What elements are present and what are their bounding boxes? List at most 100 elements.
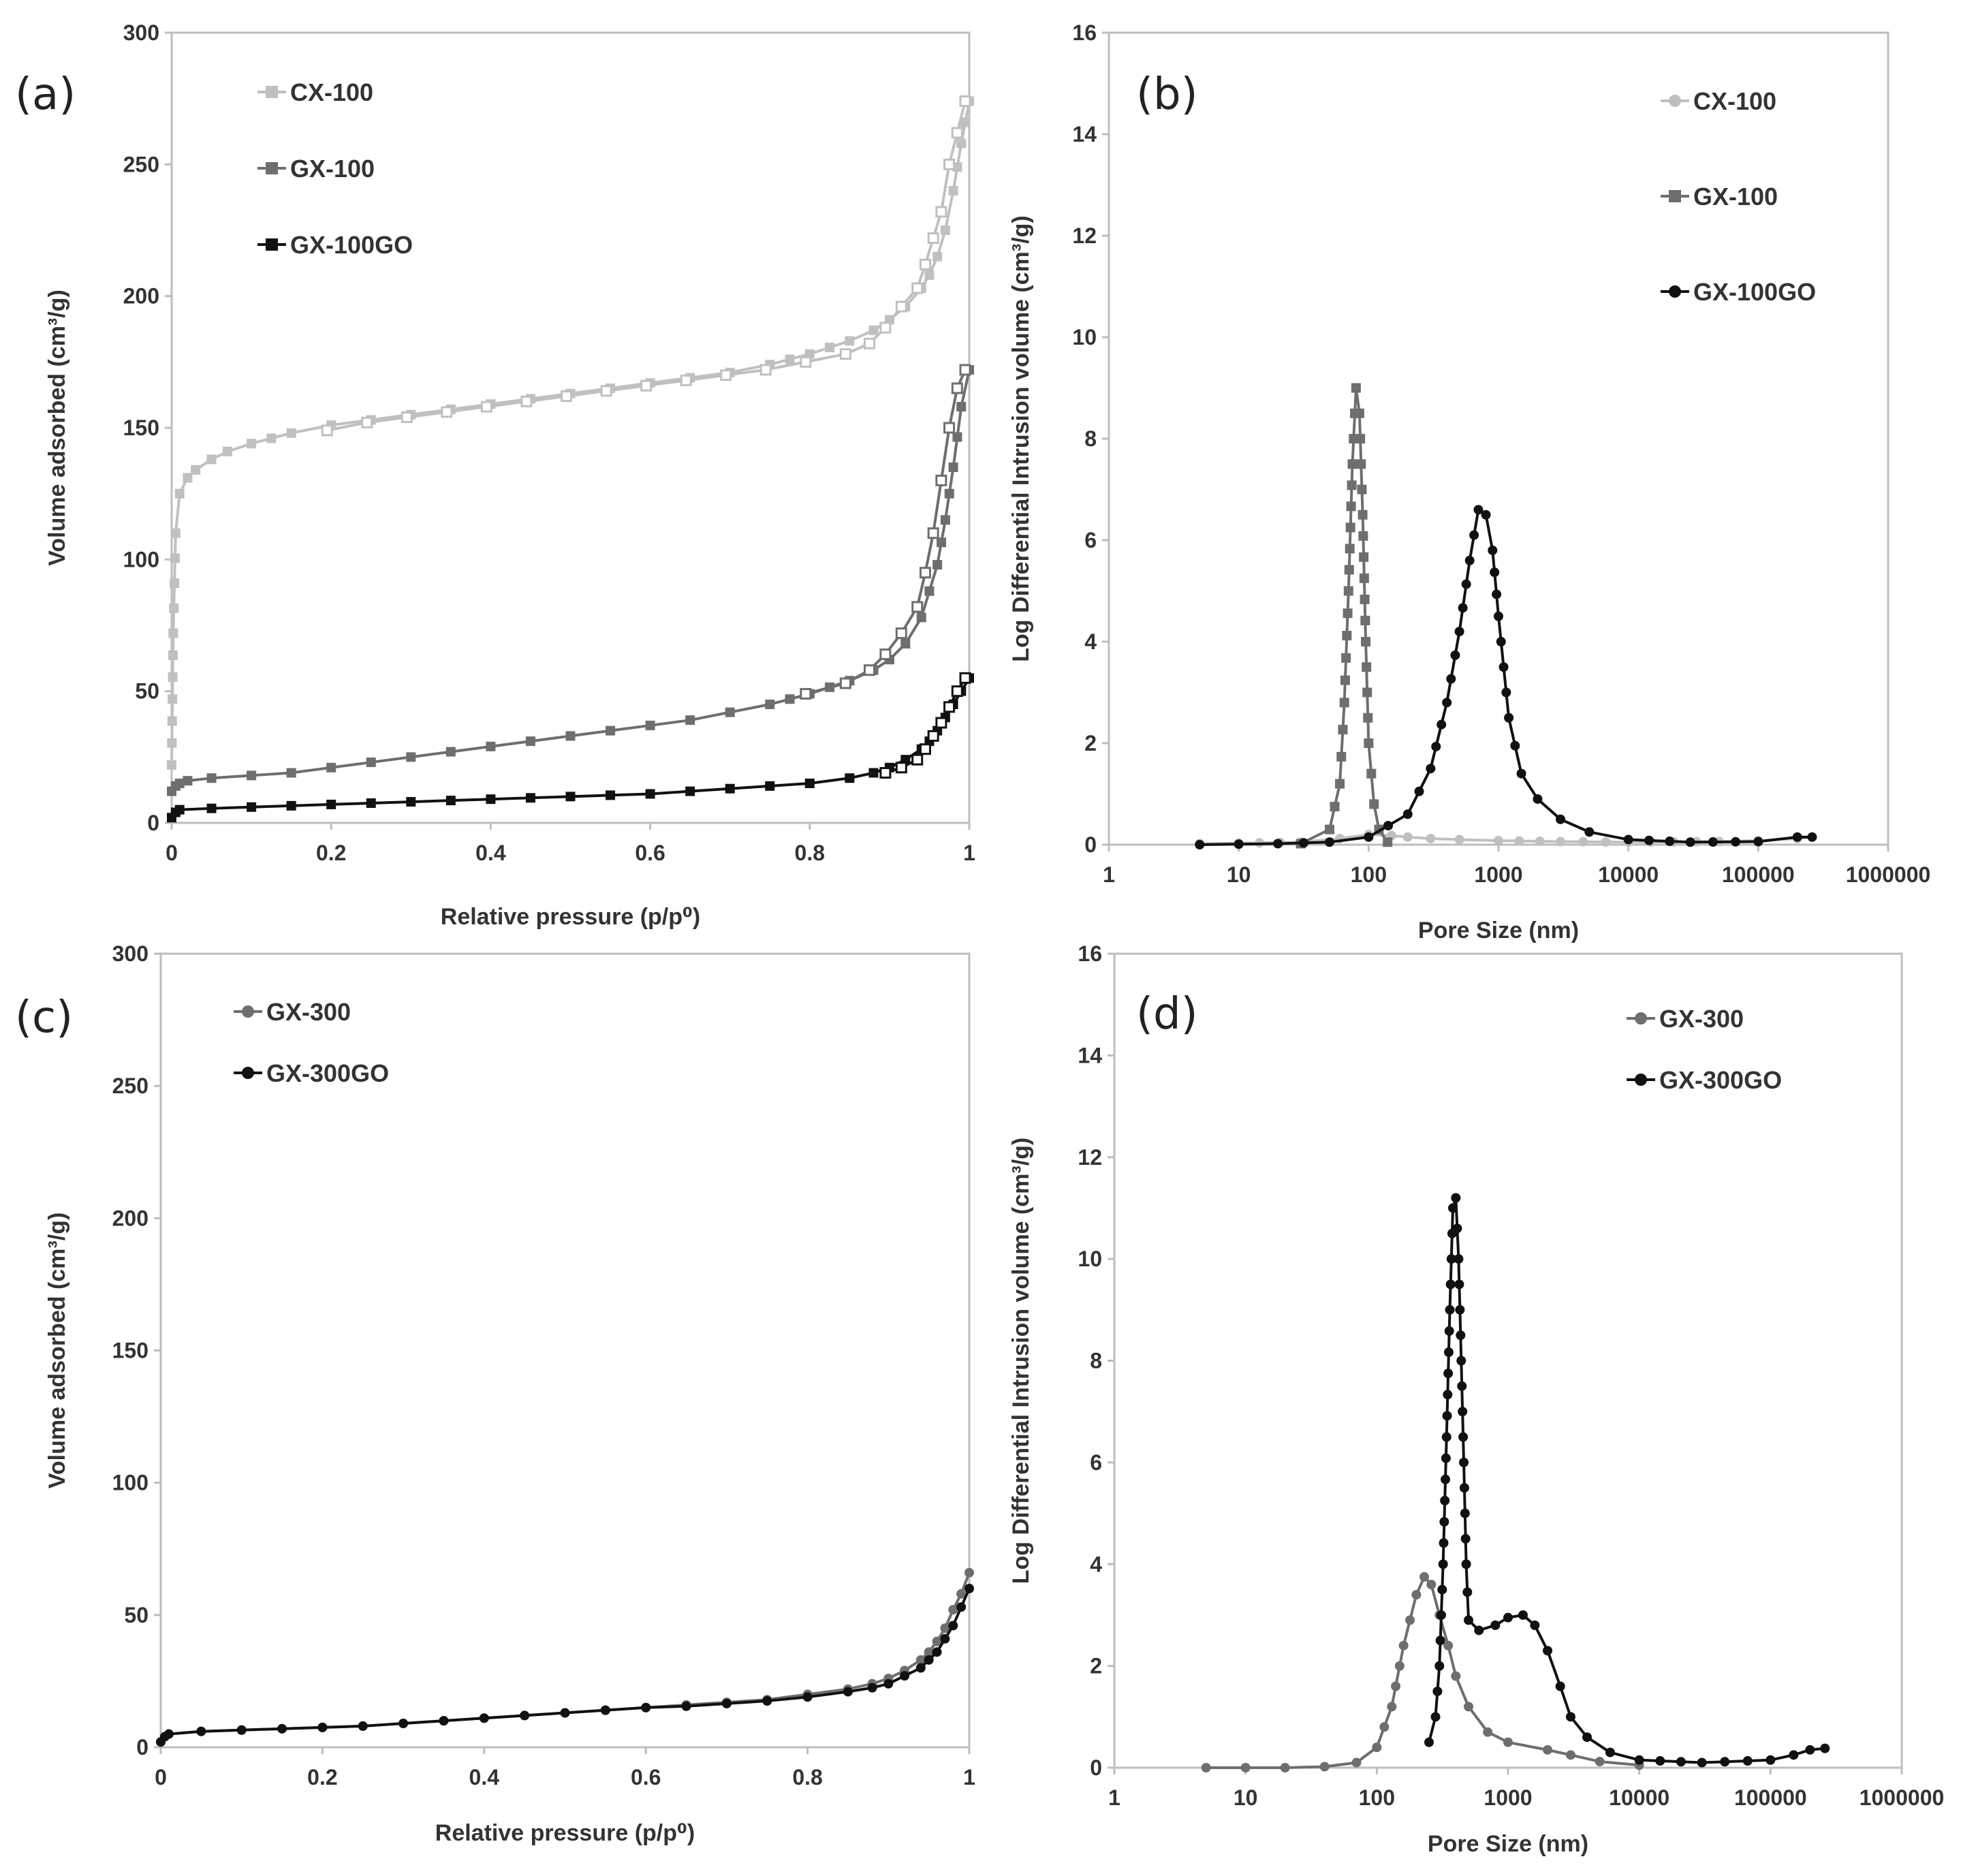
y-tick-label: 16 bbox=[1072, 20, 1097, 45]
data-point bbox=[944, 488, 954, 499]
data-point bbox=[1201, 1763, 1211, 1772]
desorption-point bbox=[441, 406, 453, 418]
data-point bbox=[1347, 459, 1358, 469]
data-point bbox=[721, 1698, 732, 1708]
series-GX-300 bbox=[1201, 1572, 1644, 1772]
x-tick-label: 1000 bbox=[1484, 1785, 1532, 1810]
data-point bbox=[1448, 1203, 1458, 1213]
data-point bbox=[163, 1729, 174, 1739]
data-point bbox=[1450, 650, 1460, 660]
data-point bbox=[1488, 545, 1498, 555]
x-tick-label: 100000 bbox=[1722, 862, 1795, 887]
y-tick-label: 12 bbox=[1078, 1145, 1102, 1170]
desorption-point bbox=[401, 411, 413, 424]
data-point bbox=[1533, 794, 1543, 804]
x-tick-label: 100 bbox=[1351, 862, 1387, 887]
y-tick-label: 100 bbox=[123, 547, 159, 572]
desorption-point bbox=[480, 401, 492, 413]
desorption-point bbox=[839, 677, 851, 689]
data-point bbox=[358, 1721, 368, 1731]
data-point bbox=[1437, 719, 1447, 730]
data-point bbox=[286, 768, 296, 778]
series-line bbox=[1199, 507, 1813, 846]
desorption-point bbox=[863, 337, 875, 349]
y-tick-label: 0 bbox=[1084, 832, 1097, 857]
data-point bbox=[804, 779, 815, 788]
x-tick-label: 0.8 bbox=[795, 841, 825, 865]
legend-label: GX-300 bbox=[266, 998, 351, 1026]
y-tick-label: 6 bbox=[1090, 1450, 1102, 1475]
data-point bbox=[168, 694, 178, 704]
data-point bbox=[765, 700, 775, 709]
data-point bbox=[867, 1683, 877, 1693]
data-point bbox=[956, 1589, 967, 1599]
data-point bbox=[1364, 832, 1374, 842]
data-point bbox=[1458, 603, 1468, 613]
desorption-point bbox=[927, 730, 939, 742]
desorption-point bbox=[561, 390, 572, 403]
data-point bbox=[1402, 809, 1413, 819]
data-point bbox=[1460, 1508, 1470, 1518]
x-axis-label: Pore Size (nm) bbox=[1418, 918, 1579, 943]
y-axis-label: Log Differential Intrusion volume (cm³/g… bbox=[1008, 1138, 1034, 1584]
data-point bbox=[174, 804, 185, 815]
data-point bbox=[1542, 1646, 1552, 1656]
data-point bbox=[1457, 1381, 1467, 1391]
data-point bbox=[956, 138, 967, 148]
legend-marker bbox=[1669, 285, 1681, 298]
data-point bbox=[964, 1584, 974, 1593]
series-GX-300GO bbox=[156, 1584, 974, 1747]
desorption-point bbox=[943, 422, 956, 434]
data-point bbox=[1454, 1254, 1464, 1264]
plot-frame bbox=[1113, 952, 1903, 1769]
data-point bbox=[206, 454, 217, 465]
data-point bbox=[845, 773, 855, 783]
x-tick-label: 10 bbox=[1234, 1785, 1258, 1810]
legend-marker bbox=[242, 1005, 254, 1018]
data-point bbox=[1676, 1757, 1686, 1767]
data-point bbox=[1503, 1737, 1513, 1747]
series-GX-100GO bbox=[1195, 505, 1817, 849]
y-tick-label: 0 bbox=[147, 811, 159, 835]
data-point bbox=[1346, 501, 1356, 512]
y-tick-label: 300 bbox=[123, 20, 159, 45]
data-point bbox=[525, 736, 535, 747]
desorption-point bbox=[321, 424, 333, 437]
y-tick-label: 100 bbox=[112, 1471, 148, 1495]
data-point bbox=[560, 1708, 570, 1718]
data-point bbox=[600, 1705, 610, 1715]
desorption-line bbox=[805, 369, 967, 695]
data-point bbox=[1351, 1757, 1362, 1768]
data-point bbox=[843, 1687, 853, 1697]
data-point bbox=[1414, 786, 1424, 796]
data-point bbox=[641, 1702, 651, 1713]
y-tick-label: 200 bbox=[112, 1206, 148, 1230]
data-point bbox=[1357, 484, 1367, 495]
data-point bbox=[1441, 1474, 1451, 1484]
data-point bbox=[1299, 838, 1308, 848]
desorption-point bbox=[800, 356, 812, 368]
data-point bbox=[940, 515, 950, 525]
data-point bbox=[406, 797, 416, 807]
data-point bbox=[317, 1722, 328, 1732]
data-point bbox=[1355, 434, 1366, 443]
data-point bbox=[1458, 1407, 1468, 1417]
data-point bbox=[1460, 1533, 1471, 1544]
data-point bbox=[479, 1713, 489, 1723]
data-point bbox=[1347, 480, 1357, 490]
data-point bbox=[1438, 1559, 1448, 1569]
data-point bbox=[1444, 1326, 1454, 1336]
data-point bbox=[1359, 573, 1369, 583]
series-line bbox=[1428, 1197, 1825, 1764]
data-point bbox=[1319, 1762, 1330, 1772]
desorption-point bbox=[895, 300, 907, 313]
data-point bbox=[247, 802, 257, 812]
data-point bbox=[1458, 1432, 1469, 1442]
data-point bbox=[1387, 1702, 1397, 1712]
data-point bbox=[1354, 408, 1364, 418]
desorption-point bbox=[943, 158, 956, 170]
desorption-point bbox=[951, 685, 963, 698]
data-point bbox=[1623, 834, 1633, 845]
desorption-point bbox=[951, 127, 963, 139]
